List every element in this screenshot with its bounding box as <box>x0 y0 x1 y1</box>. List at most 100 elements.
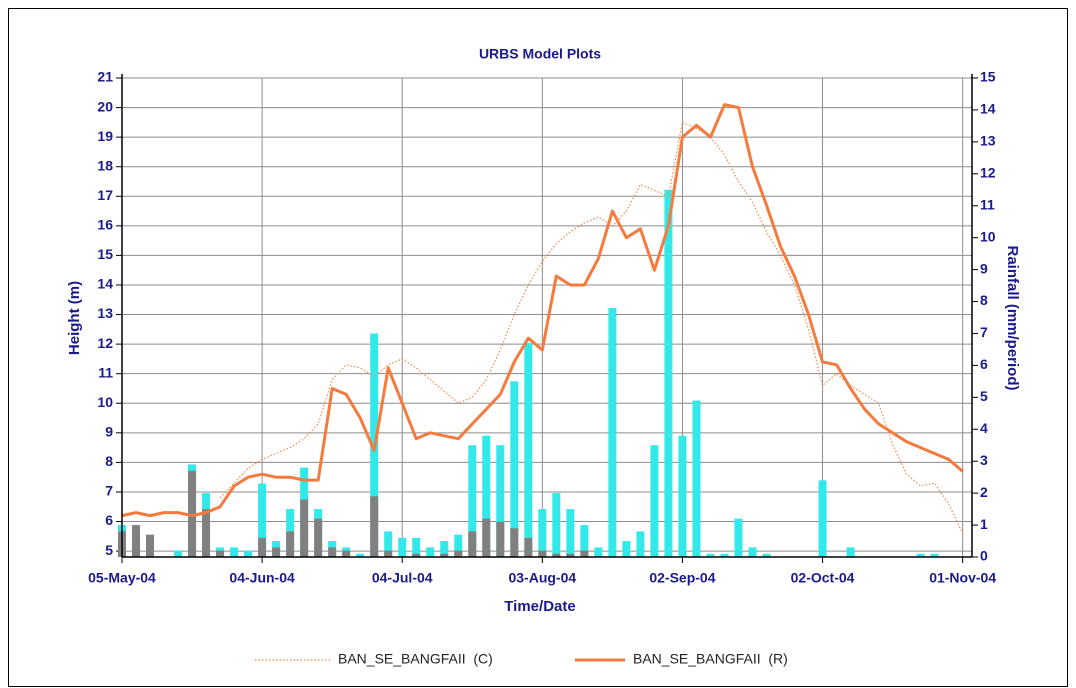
y2-tick-label: 11 <box>980 196 995 212</box>
rain-bar <box>496 521 505 557</box>
y2-tick-label: 3 <box>980 452 988 468</box>
rain-bar <box>454 550 463 557</box>
x-tick-label: 02-Oct-04 <box>791 570 855 586</box>
y-tick-label: 15 <box>97 246 113 262</box>
rain-bar <box>202 509 211 557</box>
rain-bar <box>412 537 421 557</box>
rain-bar <box>916 553 925 557</box>
rain-bar <box>356 553 365 557</box>
rain-bar <box>762 553 771 557</box>
rain-bar <box>314 518 323 557</box>
rain-bar <box>524 343 533 557</box>
rain-bar <box>930 553 939 557</box>
y-tick-label: 18 <box>97 157 113 173</box>
rain-bar <box>426 547 435 557</box>
y2-tick-label: 4 <box>980 420 988 436</box>
y-tick-label: 6 <box>105 512 113 528</box>
y2-tick-label: 6 <box>980 356 988 372</box>
rain-bar <box>650 445 659 557</box>
y2-tick-label: 10 <box>980 228 996 244</box>
rain-bar <box>440 553 449 557</box>
rain-bar <box>524 537 533 557</box>
rain-bar <box>566 553 575 557</box>
rain-bar <box>706 553 715 557</box>
rain-bar <box>216 550 225 557</box>
x-tick-label: 04-Jun-04 <box>229 570 295 586</box>
rain-bar <box>468 531 477 557</box>
y-tick-label: 16 <box>97 217 113 233</box>
y-tick-label: 10 <box>97 394 113 410</box>
y2-tick-label: 7 <box>980 324 988 340</box>
y-axis-label: Height (m) <box>66 281 83 355</box>
legend-label: BAN_SE_BANGFAII (R) <box>633 651 788 667</box>
y2-tick-label: 9 <box>980 260 988 276</box>
rain-bar <box>664 189 673 557</box>
rain-bar <box>482 435 491 557</box>
rain-bar <box>188 470 197 557</box>
rain-bar <box>384 531 393 557</box>
rain-bar <box>468 445 477 557</box>
rain-bar <box>272 547 281 557</box>
rain-bar <box>510 528 519 557</box>
rain-bar <box>538 550 547 557</box>
y-tick-label: 13 <box>97 305 113 321</box>
rain-bar <box>608 307 617 557</box>
y-tick-label: 11 <box>98 364 113 380</box>
rain-bar <box>258 537 267 557</box>
rain-bar <box>328 547 337 557</box>
y-tick-label: 17 <box>97 187 113 203</box>
rain-bar <box>244 550 253 557</box>
rain-bar <box>580 550 589 557</box>
rain-bar <box>300 499 309 557</box>
rain-bar <box>174 550 183 557</box>
height-line <box>121 103 964 518</box>
y-tick-label: 14 <box>97 276 113 292</box>
y-tick-label: 9 <box>105 424 113 440</box>
rain-bar <box>678 435 687 557</box>
rain-bar <box>398 537 407 557</box>
rain-bar <box>580 525 589 557</box>
rain-bar <box>454 534 463 557</box>
rain-bar <box>412 553 421 557</box>
rain-bar <box>384 550 393 557</box>
y-tick-label: 21 <box>97 69 113 85</box>
chart-title: URBS Model Plots <box>479 46 601 62</box>
rain-bar <box>538 509 547 557</box>
y2-tick-label: 13 <box>980 133 996 149</box>
y2-tick-label: 8 <box>980 292 988 308</box>
rain-bar <box>286 531 295 557</box>
x-tick-label: 03-Aug-04 <box>508 570 576 586</box>
rain-bar <box>258 483 267 557</box>
x-tick-label: 04-Jul-04 <box>372 570 433 586</box>
rain-bar <box>496 445 505 557</box>
rain-bar <box>510 381 519 557</box>
y-tick-label: 7 <box>105 483 113 499</box>
rain-bar <box>482 518 491 557</box>
x-tick-label: 02-Sep-04 <box>649 570 715 586</box>
rain-bar <box>720 553 729 557</box>
rain-bar <box>622 541 631 557</box>
rain-bar <box>230 547 239 557</box>
rain-bar <box>132 525 141 557</box>
rain-bar <box>440 541 449 557</box>
y2-axis-label: Rainfall (mm/period) <box>1004 245 1021 390</box>
y2-tick-label: 12 <box>980 165 996 181</box>
y2-tick-label: 1 <box>980 516 988 532</box>
rain-bar <box>342 550 351 557</box>
rain-bar <box>636 531 645 557</box>
rain-bar <box>146 534 155 557</box>
y2-tick-label: 14 <box>980 101 996 117</box>
rain-bar <box>566 509 575 557</box>
y-tick-label: 19 <box>97 128 113 144</box>
rain-bar <box>846 547 855 557</box>
rain-bar <box>692 400 701 557</box>
legend-label: BAN_SE_BANGFAII (C) <box>338 651 493 667</box>
rain-bar <box>552 553 561 557</box>
x-tick-label: 05-May-04 <box>88 570 156 586</box>
y2-tick-label: 5 <box>980 388 988 404</box>
rain-bar <box>748 547 757 557</box>
x-tick-label: 01-Nov-04 <box>929 570 996 586</box>
y2-tick-label: 15 <box>980 69 996 85</box>
rain-bar <box>594 547 603 557</box>
